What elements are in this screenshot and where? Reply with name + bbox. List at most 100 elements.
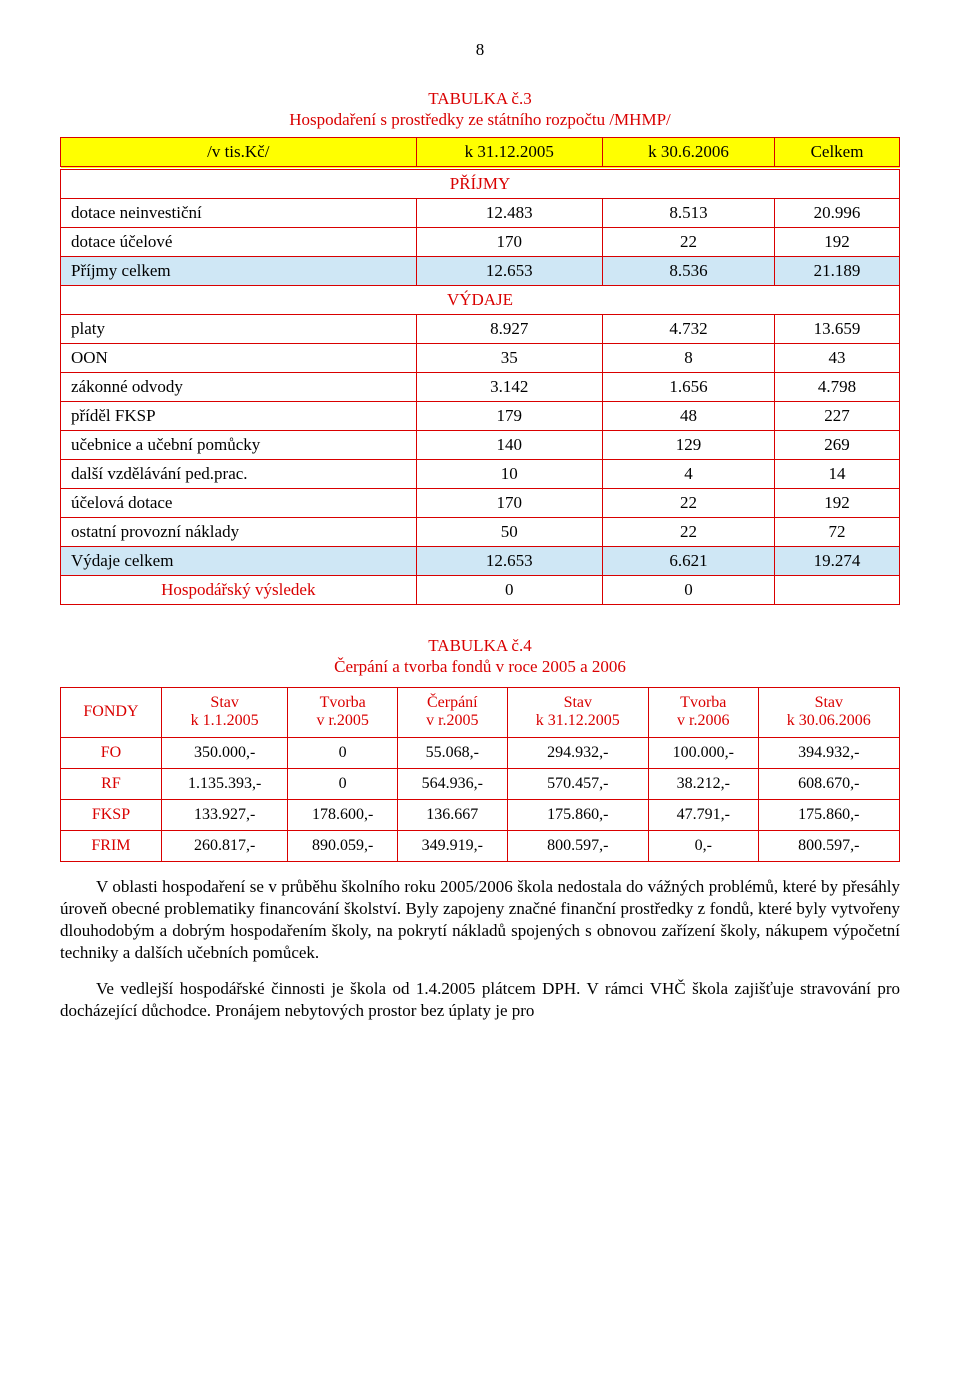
table3-row-c: 14 bbox=[775, 459, 900, 488]
table3-row-a: 170 bbox=[416, 227, 602, 256]
table4-row-cell: 260.817,- bbox=[161, 830, 287, 861]
table3-row-b: 22 bbox=[602, 517, 774, 546]
table3-row-b: 8 bbox=[602, 343, 774, 372]
table3-result-a: 0 bbox=[416, 575, 602, 604]
table3-h1: k 31.12.2005 bbox=[416, 137, 602, 168]
table4-row-label: FRIM bbox=[61, 830, 162, 861]
table3-row-c: 21.189 bbox=[775, 256, 900, 285]
table4-row-cell: 136.667 bbox=[397, 799, 507, 830]
table3-row-b: 129 bbox=[602, 430, 774, 459]
table3-row-c: 192 bbox=[775, 227, 900, 256]
table3-row-c: 20.996 bbox=[775, 198, 900, 227]
table4-row-cell: 133.927,- bbox=[161, 799, 287, 830]
table3-result-label: Hospodářský výsledek bbox=[61, 575, 417, 604]
table4-header-cell: Tvorbav r.2006 bbox=[648, 688, 758, 738]
table3-row-c: 43 bbox=[775, 343, 900, 372]
table4-header-cell: Tvorbav r.2005 bbox=[288, 688, 398, 738]
table3-row-b: 8.513 bbox=[602, 198, 774, 227]
table3-row-label: zákonné odvody bbox=[61, 372, 417, 401]
table4-header-cell: Stavk 30.06.2006 bbox=[758, 688, 899, 738]
table3-row: OON35843 bbox=[61, 343, 900, 372]
table3-row: dotace neinvestiční12.4838.51320.996 bbox=[61, 198, 900, 227]
table3-title: TABULKA č.3 Hospodaření s prostředky ze … bbox=[60, 88, 900, 131]
table3-row-a: 12.653 bbox=[416, 546, 602, 575]
table3-result-row: Hospodářský výsledek 0 0 bbox=[61, 575, 900, 604]
table3-row-c: 19.274 bbox=[775, 546, 900, 575]
table4-row-cell: 800.597,- bbox=[758, 830, 899, 861]
table4-row-label: FO bbox=[61, 737, 162, 768]
table3-row-a: 12.653 bbox=[416, 256, 602, 285]
table4-row: FKSP133.927,-178.600,-136.667175.860,-47… bbox=[61, 799, 900, 830]
table4-header-cell: FONDY bbox=[61, 688, 162, 738]
table3-h2: k 30.6.2006 bbox=[602, 137, 774, 168]
table3-row-b: 1.656 bbox=[602, 372, 774, 401]
table4-row: FRIM260.817,-890.059,-349.919,-800.597,-… bbox=[61, 830, 900, 861]
table4-row-cell: 564.936,- bbox=[397, 768, 507, 799]
table3-result-b: 0 bbox=[602, 575, 774, 604]
table3-result-c bbox=[775, 575, 900, 604]
table3-header-row: /v tis.Kč/ k 31.12.2005 k 30.6.2006 Celk… bbox=[61, 137, 900, 168]
table4-header-row: FONDYStavk 1.1.2005Tvorbav r.2005Čerpání… bbox=[61, 688, 900, 738]
table3-row-c: 192 bbox=[775, 488, 900, 517]
table4-row: RF1.135.393,-0564.936,-570.457,-38.212,-… bbox=[61, 768, 900, 799]
table4-header-cell: Čerpánív r.2005 bbox=[397, 688, 507, 738]
table3-row-b: 4 bbox=[602, 459, 774, 488]
table3-row-b: 22 bbox=[602, 488, 774, 517]
table3-row-b: 48 bbox=[602, 401, 774, 430]
table3-row-a: 12.483 bbox=[416, 198, 602, 227]
table3-row-a: 170 bbox=[416, 488, 602, 517]
table3-row-label: OON bbox=[61, 343, 417, 372]
table3-title-l2: Hospodaření s prostředky ze státního roz… bbox=[289, 110, 671, 129]
table4-title: TABULKA č.4 Čerpání a tvorba fondů v roc… bbox=[60, 635, 900, 678]
paragraph-2: Ve vedlejší hospodářské činnosti je škol… bbox=[60, 978, 900, 1022]
table3-row-c: 72 bbox=[775, 517, 900, 546]
table3-row: učebnice a učební pomůcky140129269 bbox=[61, 430, 900, 459]
table3-row-c: 269 bbox=[775, 430, 900, 459]
table3-row: účelová dotace17022192 bbox=[61, 488, 900, 517]
table4-title-l1: TABULKA č.4 bbox=[428, 636, 531, 655]
table4-row: FO350.000,-055.068,-294.932,-100.000,-39… bbox=[61, 737, 900, 768]
table4-row-cell: 0 bbox=[288, 737, 398, 768]
table4-row-label: FKSP bbox=[61, 799, 162, 830]
table3-row: další vzdělávání ped.prac.10414 bbox=[61, 459, 900, 488]
table4-row-cell: 47.791,- bbox=[648, 799, 758, 830]
table4-row-cell: 1.135.393,- bbox=[161, 768, 287, 799]
table3-row-label: další vzdělávání ped.prac. bbox=[61, 459, 417, 488]
table3-row-b: 22 bbox=[602, 227, 774, 256]
table4-title-l2: Čerpání a tvorba fondů v roce 2005 a 200… bbox=[334, 657, 626, 676]
table3-row-a: 35 bbox=[416, 343, 602, 372]
table3-row-b: 8.536 bbox=[602, 256, 774, 285]
table3-row-label: Výdaje celkem bbox=[61, 546, 417, 575]
table3-row-label: ostatní provozní náklady bbox=[61, 517, 417, 546]
table3-row-a: 50 bbox=[416, 517, 602, 546]
table4-row-label: RF bbox=[61, 768, 162, 799]
table4: FONDYStavk 1.1.2005Tvorbav r.2005Čerpání… bbox=[60, 687, 900, 862]
table4-row-cell: 55.068,- bbox=[397, 737, 507, 768]
table4-row-cell: 570.457,- bbox=[507, 768, 648, 799]
table3-row: zákonné odvody3.1421.6564.798 bbox=[61, 372, 900, 401]
table3-row-label: učebnice a učební pomůcky bbox=[61, 430, 417, 459]
table3-row-a: 3.142 bbox=[416, 372, 602, 401]
table4-row-cell: 175.860,- bbox=[758, 799, 899, 830]
table3-row-label: platy bbox=[61, 314, 417, 343]
table3-section-prijmy: PŘÍJMY bbox=[61, 168, 900, 199]
table3-row-a: 10 bbox=[416, 459, 602, 488]
table3-row-b: 4.732 bbox=[602, 314, 774, 343]
table3-row-c: 227 bbox=[775, 401, 900, 430]
paragraph-1: V oblasti hospodaření se v průběhu školn… bbox=[60, 876, 900, 964]
table4-row-cell: 0 bbox=[288, 768, 398, 799]
table3-row-label: dotace neinvestiční bbox=[61, 198, 417, 227]
table4-row-cell: 349.919,- bbox=[397, 830, 507, 861]
table4-row-cell: 294.932,- bbox=[507, 737, 648, 768]
table3-row: platy8.9274.73213.659 bbox=[61, 314, 900, 343]
table4-row-cell: 100.000,- bbox=[648, 737, 758, 768]
table3-section1-label: PŘÍJMY bbox=[61, 168, 900, 199]
table3-row: Výdaje celkem12.6536.62119.274 bbox=[61, 546, 900, 575]
table3-h0: /v tis.Kč/ bbox=[61, 137, 417, 168]
page-number: 8 bbox=[60, 40, 900, 60]
table4-row-cell: 38.212,- bbox=[648, 768, 758, 799]
table4-header-cell: Stavk 1.1.2005 bbox=[161, 688, 287, 738]
table4-row-cell: 350.000,- bbox=[161, 737, 287, 768]
table3-row-c: 4.798 bbox=[775, 372, 900, 401]
table3-row-a: 140 bbox=[416, 430, 602, 459]
